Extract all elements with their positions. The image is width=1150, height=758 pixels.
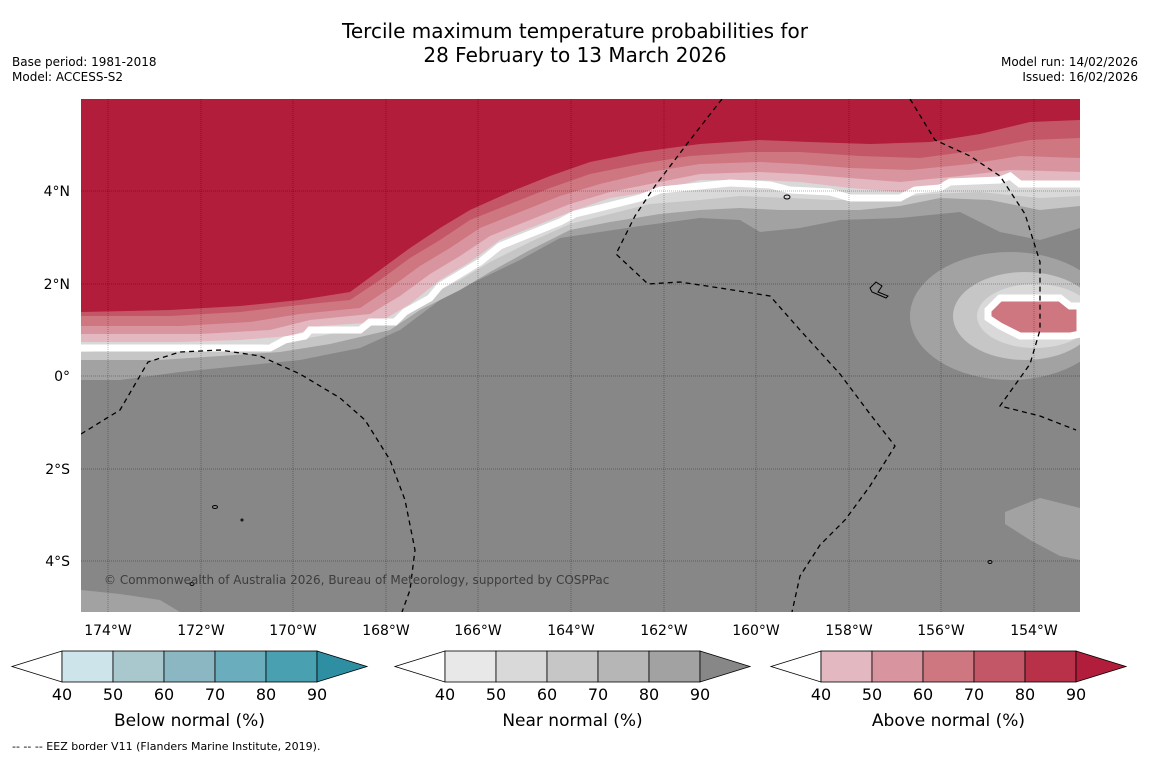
colorbar-tick-label: 80 [639, 685, 659, 704]
lat-label: 0° [54, 369, 70, 385]
base-period: Base period: 1981-2018 [12, 55, 157, 69]
eez-border-east [909, 99, 1077, 431]
lon-label: 164°W [547, 623, 595, 639]
lon-label: 156°W [917, 623, 965, 639]
lon-label: 160°W [732, 623, 780, 639]
title-line-1: Tercile maximum temperature probabilitie… [342, 19, 808, 43]
colorbar-segment [112, 650, 165, 683]
colorbar-low-extension [393, 650, 446, 683]
lat-label: 4°N [44, 184, 70, 200]
colorbar-segment [922, 650, 975, 683]
map-field [81, 99, 1080, 612]
islands [189, 194, 993, 586]
island-west-2 [240, 518, 244, 522]
colorbar-segment [444, 650, 497, 683]
lon-label: 158°W [825, 623, 873, 639]
lon-label: 172°W [177, 623, 225, 639]
colorbar-high-extension [699, 650, 752, 683]
lat-label: 4°S [45, 554, 70, 570]
colorbar-tick-label: 70 [588, 685, 608, 704]
model-name: Model: ACCESS-S2 [12, 70, 124, 84]
colorbar-tick-label: 80 [256, 685, 276, 704]
issued-date: Issued: 16/02/2026 [1022, 70, 1138, 84]
lat-label: 2°S [45, 462, 70, 478]
colorbar-low-extension [769, 650, 822, 683]
colorbar-tick-label: 90 [1066, 685, 1086, 704]
island-east-2 [987, 560, 993, 564]
colorbar-segment [597, 650, 650, 683]
near-normal-patch-se [1005, 498, 1080, 560]
lon-labels: 174°W 172°W 170°W 168°W 166°W 164°W 162°… [84, 623, 1058, 639]
colorbar-tick-label: 60 [154, 685, 174, 704]
title-line-2: 28 February to 13 March 2026 [423, 43, 727, 67]
eez-border-central [615, 99, 896, 612]
lon-label: 154°W [1010, 623, 1058, 639]
meta-left: Base period: 1981-2018 Model: ACCESS-S2 [12, 55, 157, 85]
colorbar-label: Below normal (%) [114, 711, 265, 731]
island-west-3 [189, 582, 195, 586]
eez-border-west [81, 349, 416, 612]
colorbar-segment [163, 650, 216, 683]
lon-label: 162°W [640, 623, 688, 639]
colorbar-tick-label: 90 [690, 685, 710, 704]
island-north-1 [783, 194, 791, 200]
colorbars: 40 50 60 70 80 90 Below normal (%) 40 50 60 70 80 90… [10, 650, 1128, 731]
colorbar: 40 50 60 70 80 90 Above normal (%) [769, 650, 1128, 731]
island-west-1 [212, 505, 218, 509]
eez-footnote: -- -- -- EEZ border V11 (Flanders Marine… [12, 740, 321, 753]
colorbar-tick-label: 90 [307, 685, 327, 704]
colorbar-segment [214, 650, 267, 683]
colorbar-segment [265, 650, 318, 683]
colorbar-tick-label: 40 [52, 685, 72, 704]
colorbar-tick-label: 70 [964, 685, 984, 704]
colorbar-tick-label: 70 [205, 685, 225, 704]
colorbar-segment [61, 650, 114, 683]
colorbar-segment [871, 650, 924, 683]
colorbar-tick-label: 50 [862, 685, 882, 704]
above-normal-edge [81, 171, 1080, 352]
near-normal-patch-sw [81, 590, 180, 612]
colorbar-segment [546, 650, 599, 683]
colorbar: 40 50 60 70 80 90 Below normal (%) [10, 650, 369, 731]
map-title: Tercile maximum temperature probabilitie… [0, 19, 1150, 67]
colorbar-high-extension [316, 650, 369, 683]
colorbar-low-extension [10, 650, 63, 683]
above-normal-band-90 [81, 99, 1080, 312]
lat-label: 2°N [44, 277, 70, 293]
colorbar-tick-label: 40 [811, 685, 831, 704]
colorbar-segment [495, 650, 548, 683]
colorbar-tick-label: 60 [537, 685, 557, 704]
colorbar-segment [1024, 650, 1077, 683]
lon-label: 168°W [362, 623, 410, 639]
lon-label: 174°W [84, 623, 132, 639]
map-copyright: © Commonwealth of Australia 2026, Bureau… [104, 573, 609, 587]
colorbar-segment [973, 650, 1026, 683]
lon-label: 170°W [269, 623, 317, 639]
lon-label: 166°W [454, 623, 502, 639]
gridlines [81, 99, 1080, 612]
colorbar-tick-label: 80 [1015, 685, 1035, 704]
colorbar-tick-label: 50 [103, 685, 123, 704]
colorbar-high-extension [1075, 650, 1128, 683]
model-run: Model run: 14/02/2026 [1000, 55, 1138, 69]
lat-labels: 4°N 2°N 0° 2°S 4°S [44, 184, 71, 570]
colorbar-tick-label: 40 [435, 685, 455, 704]
colorbar-tick-label: 50 [486, 685, 506, 704]
colorbar-label: Near normal (%) [502, 711, 642, 731]
colorbar-segment [648, 650, 701, 683]
colorbar-tick-label: 60 [913, 685, 933, 704]
eez-borders [81, 99, 1077, 612]
colorbar-label: Above normal (%) [872, 711, 1025, 731]
island-east-1 [869, 281, 889, 299]
colorbar: 40 50 60 70 80 90 Near normal (%) [393, 650, 752, 731]
colorbar-segment [820, 650, 873, 683]
meta-right: Model run: 14/02/2026 Issued: 16/02/2026 [1001, 55, 1138, 85]
